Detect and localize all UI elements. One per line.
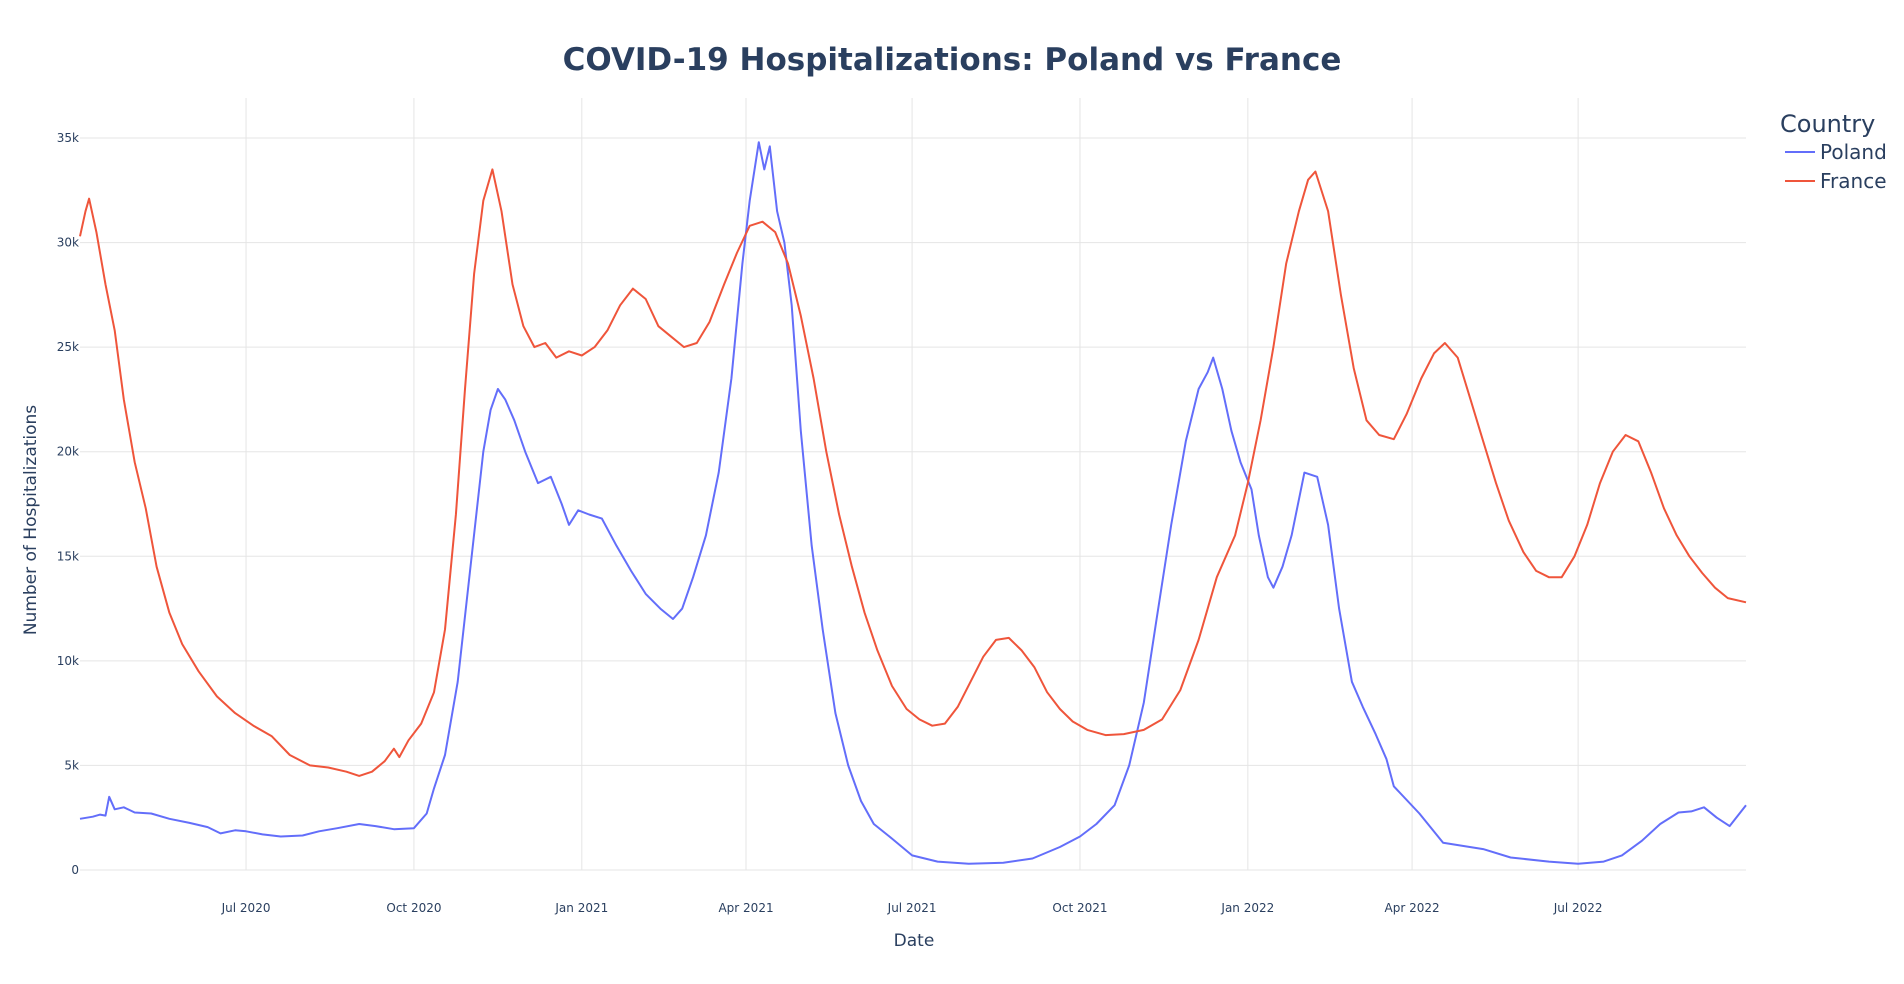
x-tick-label: Jan 2021 (554, 901, 608, 915)
x-axis-title: Date (894, 931, 935, 951)
legend-item-poland[interactable]: Poland (1785, 140, 1887, 164)
y-tick-label: 5k (64, 758, 79, 772)
legend-items: Poland France (1785, 140, 1887, 193)
x-tick-label: Jul 2020 (221, 901, 271, 915)
x-tick-label: Apr 2022 (1385, 901, 1440, 915)
y-tick-label: 30k (57, 236, 79, 250)
legend-label: Poland (1820, 140, 1887, 164)
x-tick-label: Jan 2022 (1220, 901, 1274, 915)
y-tick-label: 35k (57, 131, 79, 145)
series-lines (79, 141, 1747, 865)
legend: Country Poland France (1780, 110, 1887, 193)
legend-item-france[interactable]: France (1785, 169, 1887, 193)
chart-title: COVID-19 Hospitalizations: Poland vs Fra… (563, 42, 1342, 78)
y-axis-title: Number of Hospitalizations (21, 405, 41, 635)
legend-label: France (1820, 169, 1887, 193)
y-tick-label: 0 (71, 863, 79, 877)
y-axis-ticks: 0 5k 10k 15k 20k 25k 30k 35k (57, 131, 79, 877)
y-tick-label: 25k (57, 340, 79, 354)
legend-title: Country (1780, 110, 1875, 138)
x-axis-ticks: Jul 2020 Oct 2020 Jan 2021 Apr 2021 Jul 2021… (221, 901, 1603, 915)
x-tick-label: Jul 2021 (887, 901, 937, 915)
series-line-france (79, 168, 1747, 777)
y-tick-label: 20k (57, 445, 79, 459)
y-tick-label: 10k (57, 654, 79, 668)
x-tick-label: Oct 2020 (386, 901, 441, 915)
series-line-poland (79, 141, 1747, 865)
x-tick-label: Apr 2021 (718, 901, 773, 915)
x-tick-label: Oct 2021 (1052, 901, 1107, 915)
x-tick-label: Jul 2022 (1553, 901, 1603, 915)
y-tick-label: 15k (57, 549, 79, 563)
